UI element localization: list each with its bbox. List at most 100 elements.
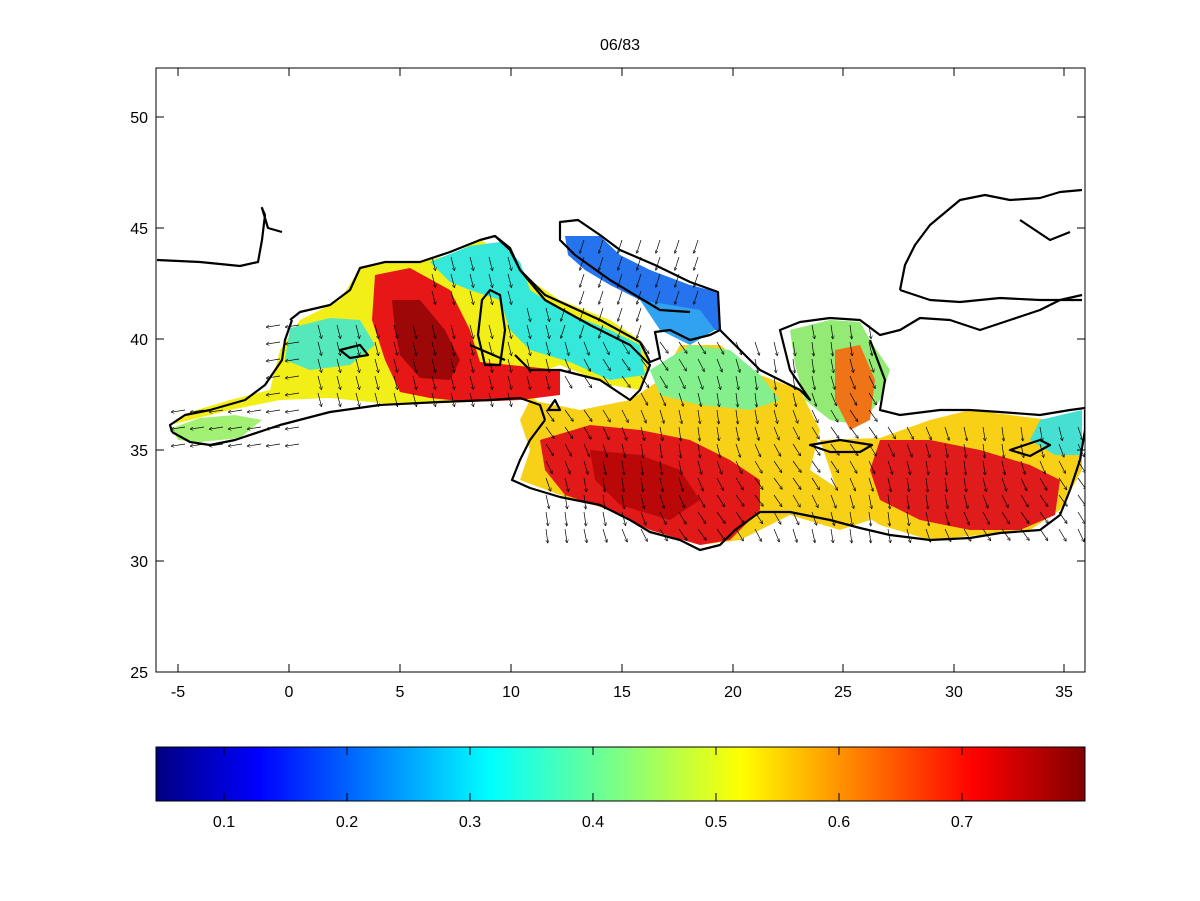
wind-arrow: [944, 528, 951, 542]
wind-arrow: [868, 392, 877, 405]
wind-arrow: [849, 341, 852, 356]
wind-arrow: [694, 273, 699, 287]
coast-iberia: [168, 319, 294, 433]
wind-arrow: [621, 426, 627, 440]
wind-arrow: [754, 409, 758, 424]
wind-arrow: [469, 375, 474, 390]
wind-arrow: [773, 392, 776, 407]
wind-arrow: [583, 443, 590, 457]
x-tick-label: -5: [171, 684, 185, 701]
wind-arrow: [716, 341, 724, 354]
wind-arrow: [209, 443, 224, 446]
wind-arrow: [583, 409, 592, 422]
wind-arrow: [488, 290, 493, 305]
wind-arrow: [285, 426, 300, 429]
wind-arrow: [754, 358, 758, 373]
wind-arrow: [887, 443, 894, 457]
wind-arrow: [716, 494, 725, 507]
wind-arrow: [190, 426, 205, 429]
wind-arrow: [228, 443, 243, 446]
wind-arrow: [1077, 511, 1085, 524]
wind-arrow: [716, 511, 725, 523]
wind-arrow: [659, 341, 668, 353]
wind-arrow: [412, 392, 417, 407]
wind-arrow: [735, 528, 743, 541]
wind-arrow: [488, 273, 493, 288]
wind-arrow: [545, 307, 550, 322]
wind-arrow: [583, 511, 586, 526]
wind-arrow: [773, 460, 782, 473]
wind-arrow: [488, 392, 493, 407]
wind-arrow: [868, 358, 874, 372]
wind-arrow: [887, 528, 891, 543]
wind-arrow: [336, 324, 341, 339]
wind-arrow: [849, 477, 855, 491]
wind-arrow: [412, 375, 417, 390]
wind-arrow: [637, 239, 642, 253]
wind-arrow: [716, 375, 721, 390]
wind-arrow: [266, 324, 281, 327]
wind-arrow: [507, 324, 512, 339]
wind-arrow: [640, 392, 648, 405]
wind-arrow: [716, 528, 725, 541]
wind-arrow: [678, 392, 683, 406]
wind-arrow: [431, 341, 436, 356]
wind-arrow: [773, 375, 776, 390]
wind-arrow: [637, 324, 642, 338]
wind-arrow: [355, 324, 360, 339]
wind-arrow: [697, 443, 700, 458]
wind-arrow: [678, 375, 685, 389]
wind-arrow: [906, 477, 909, 492]
wind-arrow: [1001, 460, 1005, 475]
wind-arrow: [285, 324, 300, 327]
wind-arrow: [431, 358, 436, 373]
wind-arrow: [963, 528, 971, 541]
wind-arrow: [735, 494, 744, 506]
wind-arrow: [906, 494, 909, 509]
wind-arrow: [887, 477, 891, 492]
wind-arrow: [507, 273, 512, 288]
wind-arrow: [266, 443, 281, 446]
wind-arrow: [659, 511, 666, 525]
wind-arrow: [637, 290, 642, 304]
wind-arrow: [507, 392, 512, 407]
wind-arrow: [564, 443, 572, 456]
wind-arrow: [735, 341, 742, 355]
y-axis: 25 30 35 40 45 50: [130, 110, 1085, 682]
wind-arrow: [171, 426, 186, 429]
wind-arrow: [640, 477, 643, 492]
coast-greece-turkey: [719, 293, 1085, 417]
wind-arrow: [564, 477, 569, 492]
wind-arrow: [599, 290, 604, 304]
colorbar-tick-label: 0.3: [459, 814, 481, 831]
wind-arrow: [1001, 426, 1004, 441]
wind-arrow: [317, 392, 322, 407]
wind-arrow: [618, 290, 623, 304]
wind-arrow: [656, 239, 661, 253]
wind-arrow: [735, 460, 742, 474]
wind-vectors: [171, 239, 1085, 543]
coast-north-africa-east: [510, 410, 1085, 552]
wind-arrow: [792, 341, 795, 356]
wind-arrow: [716, 477, 723, 490]
wind-arrow: [545, 409, 554, 422]
wind-arrow: [773, 443, 781, 456]
wind-arrow: [618, 324, 623, 338]
wind-arrow: [697, 511, 706, 524]
wind-arrow: [697, 375, 703, 389]
wind-arrow: [830, 375, 835, 389]
wind-arrow: [963, 494, 968, 509]
wind-arrow: [469, 324, 474, 339]
wind-arrow: [830, 477, 838, 490]
wind-arrow: [868, 477, 873, 491]
wind-arrow: [830, 324, 833, 339]
wind-arrow: [773, 358, 776, 373]
wind-arrow: [1020, 477, 1027, 491]
wind-arrow: [735, 375, 739, 390]
wind-arrow: [678, 358, 686, 371]
wind-arrow: [336, 341, 341, 356]
wind-arrow: [393, 392, 398, 407]
wind-arrow: [545, 358, 550, 373]
wind-arrow: [640, 426, 645, 441]
wind-arrow: [811, 511, 817, 525]
